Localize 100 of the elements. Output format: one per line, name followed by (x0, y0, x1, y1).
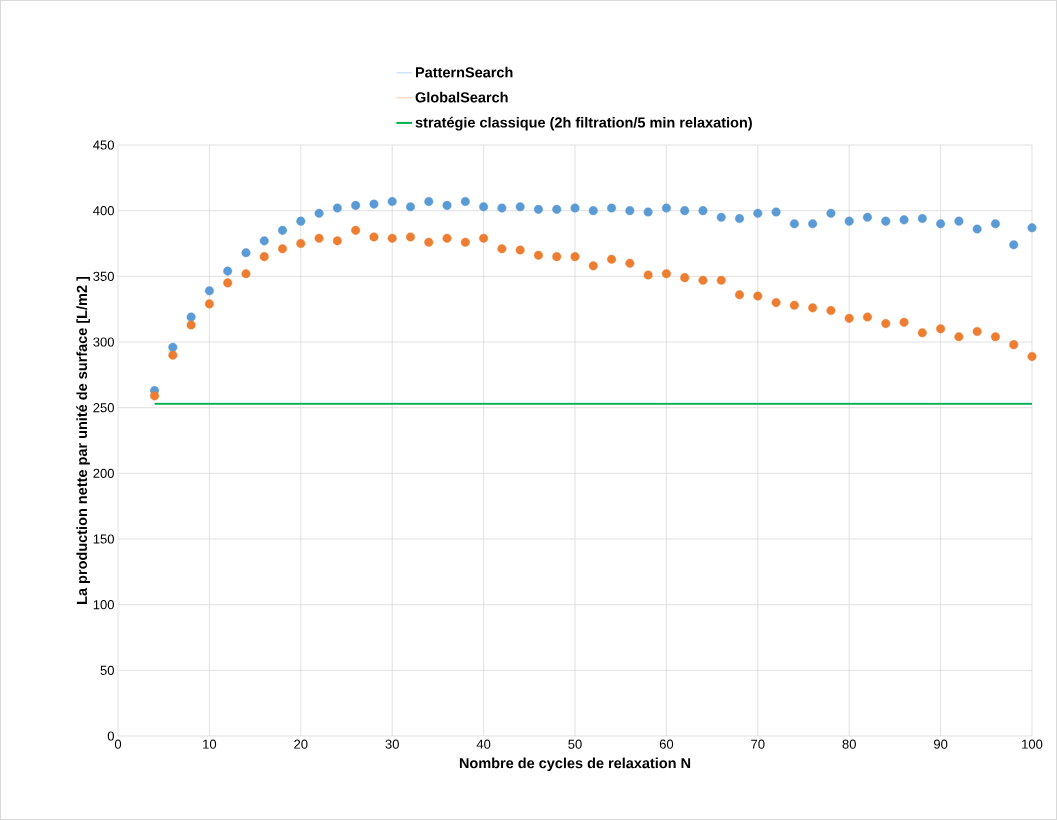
y-tick-label: 400 (93, 206, 114, 216)
point (607, 203, 617, 213)
point (826, 208, 836, 218)
point (607, 254, 617, 264)
point (917, 328, 927, 338)
point (223, 278, 233, 288)
point (625, 258, 635, 268)
point (990, 219, 1000, 229)
point (314, 233, 324, 243)
x-tick-label: 50 (568, 739, 582, 749)
point (826, 305, 836, 315)
x-axis-title: Nombre de cycles de relaxation N (459, 757, 691, 772)
point (204, 299, 214, 309)
legend-label: PatternSearch (415, 66, 513, 78)
y-tick-label: 300 (93, 337, 114, 347)
point (351, 200, 361, 210)
y-tick-label: 200 (93, 468, 114, 478)
point (552, 204, 562, 214)
point (497, 203, 507, 213)
point (661, 203, 671, 213)
point (387, 196, 397, 206)
x-tick-label: 70 (751, 739, 765, 749)
point (1027, 223, 1037, 233)
y-tick-label: 350 (93, 271, 114, 281)
point (698, 206, 708, 216)
point (442, 233, 452, 243)
x-tick-label: 30 (385, 739, 399, 749)
y-tick-label: 50 (100, 665, 114, 675)
point (735, 214, 745, 224)
point (259, 252, 269, 262)
point (460, 237, 470, 247)
point (570, 203, 580, 213)
point (552, 252, 562, 262)
point (954, 332, 964, 342)
point (515, 245, 525, 255)
point (332, 236, 342, 246)
point (405, 232, 415, 242)
point (1009, 340, 1019, 350)
point (497, 244, 507, 254)
point (716, 275, 726, 285)
point (424, 196, 434, 206)
x-tick-label: 90 (933, 739, 948, 749)
point (479, 233, 489, 243)
x-tick-label: 80 (842, 739, 856, 749)
point (387, 233, 397, 243)
y-tick-label: 100 (93, 600, 114, 610)
point (881, 319, 891, 329)
point (680, 206, 690, 216)
point (771, 298, 781, 308)
point (936, 324, 946, 334)
point (533, 250, 543, 260)
point (972, 224, 982, 234)
point (314, 208, 324, 218)
point (369, 199, 379, 209)
point (643, 207, 653, 217)
y-tick-label: 250 (93, 403, 114, 413)
point (460, 196, 470, 206)
point (278, 244, 288, 254)
x-tick-label: 60 (659, 739, 674, 749)
point (223, 266, 233, 276)
x-tick-label: 0 (114, 739, 122, 749)
point (625, 206, 635, 216)
point (332, 203, 342, 213)
y-tick-label: 0 (107, 731, 114, 741)
point (661, 269, 671, 279)
point (570, 252, 580, 262)
legend-label: GlobalSearch (415, 91, 508, 103)
point (789, 300, 799, 310)
point (204, 286, 214, 296)
x-tick-label: 10 (203, 739, 217, 749)
point (771, 207, 781, 217)
point (844, 313, 854, 323)
y-tick-label: 150 (93, 534, 114, 544)
point (588, 206, 598, 216)
point (844, 216, 854, 226)
point (862, 312, 872, 322)
point (789, 219, 799, 229)
point (862, 212, 872, 222)
point (808, 219, 818, 229)
point (150, 391, 160, 401)
point (643, 270, 653, 280)
point (899, 317, 909, 327)
point (168, 350, 178, 360)
point (479, 202, 489, 212)
point (680, 273, 690, 283)
x-tick-label: 40 (476, 739, 491, 749)
x-tick-label: 20 (294, 739, 308, 749)
point (259, 236, 269, 246)
x-tick-label: 100 (1022, 739, 1043, 749)
point (716, 212, 726, 222)
point (186, 312, 196, 322)
point (753, 208, 763, 218)
point (954, 216, 964, 226)
y-tick-label: 450 (93, 140, 114, 150)
point (405, 202, 415, 212)
point (515, 202, 525, 212)
point (424, 237, 434, 247)
point (881, 216, 891, 226)
point (735, 290, 745, 300)
point (972, 326, 982, 336)
